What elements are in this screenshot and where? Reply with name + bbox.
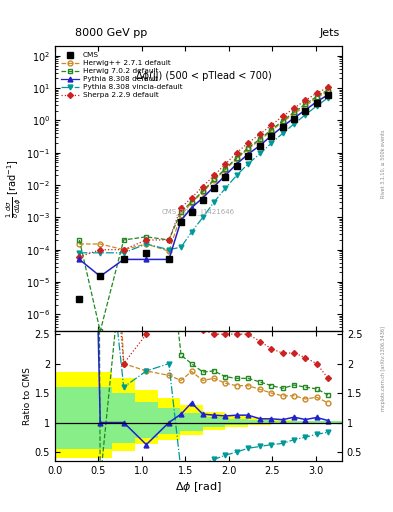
Legend: CMS, Herwig++ 2.7.1 default, Herwig 7.0.2 default, Pythia 8.308 default, Pythia : CMS, Herwig++ 2.7.1 default, Herwig 7.0.… xyxy=(59,50,185,100)
Text: 8000 GeV pp: 8000 GeV pp xyxy=(75,28,147,38)
Y-axis label: Ratio to CMS: Ratio to CMS xyxy=(23,367,32,425)
Y-axis label: $\frac{1}{\sigma}\frac{d\sigma}{d\Delta\phi}$ [rad$^{-1}$]: $\frac{1}{\sigma}\frac{d\sigma}{d\Delta\… xyxy=(4,159,23,218)
X-axis label: $\Delta\phi$ [rad]: $\Delta\phi$ [rad] xyxy=(175,480,222,494)
Text: Δϕ(jj) (500 < pTlead < 700): Δϕ(jj) (500 < pTlead < 700) xyxy=(136,71,272,81)
Text: Jets: Jets xyxy=(320,28,340,38)
Text: Rivet 3.1.10, ≥ 500k events: Rivet 3.1.10, ≥ 500k events xyxy=(381,130,386,198)
Text: mcplots.cern.ch [arXiv:1306.3436]: mcplots.cern.ch [arXiv:1306.3436] xyxy=(381,326,386,411)
Text: CMS_2016_I1421646: CMS_2016_I1421646 xyxy=(162,208,235,215)
